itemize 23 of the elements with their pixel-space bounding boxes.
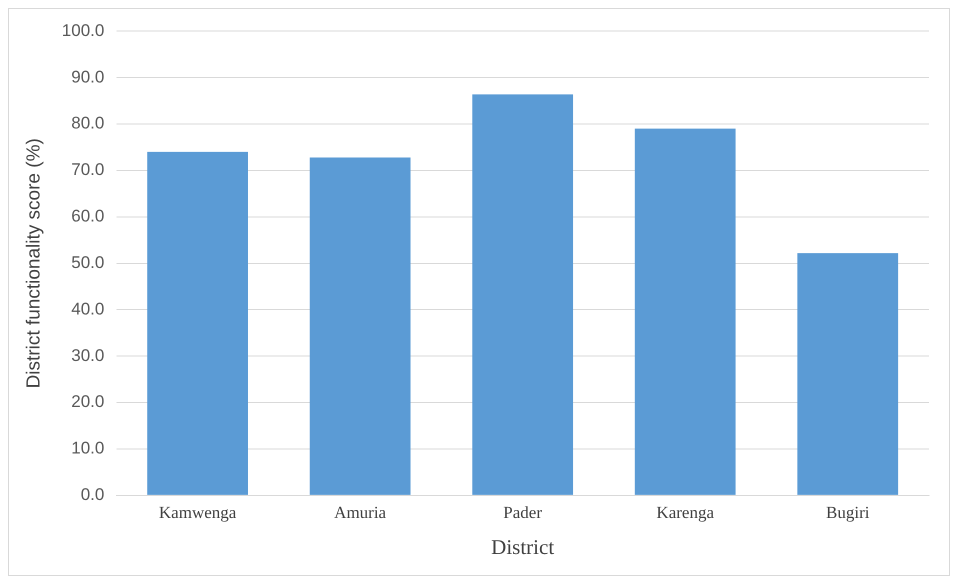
y-tick-label: 10.0: [71, 438, 104, 458]
x-tick-label: Amuria: [334, 503, 387, 522]
y-tick-label: 50.0: [71, 252, 104, 272]
y-tick-label: 80.0: [71, 114, 104, 133]
y-tick-label: 70.0: [71, 160, 104, 180]
bar: [797, 253, 898, 495]
bar: [147, 152, 248, 495]
y-tick-label: 90.0: [71, 67, 104, 86]
y-tick-label: 40.0: [71, 299, 104, 318]
x-tick-label: Pader: [503, 503, 542, 522]
y-axis-title: District functionality score (%): [24, 138, 45, 388]
x-tick-label: Kamwenga: [158, 503, 237, 522]
y-tick-label: 60.0: [71, 206, 104, 226]
bar: [310, 157, 411, 495]
y-tick-label: 30.0: [71, 346, 104, 365]
y-tick-label: 100.0: [62, 20, 104, 40]
y-tick-label: 20.0: [71, 392, 104, 412]
y-tick-label: 0.0: [80, 485, 104, 504]
bar: [472, 94, 574, 495]
x-tick-label: Karenga: [656, 503, 714, 522]
x-axis-title: District: [491, 534, 554, 559]
x-tick-label: Bugiri: [826, 503, 870, 522]
bar: [634, 128, 736, 495]
